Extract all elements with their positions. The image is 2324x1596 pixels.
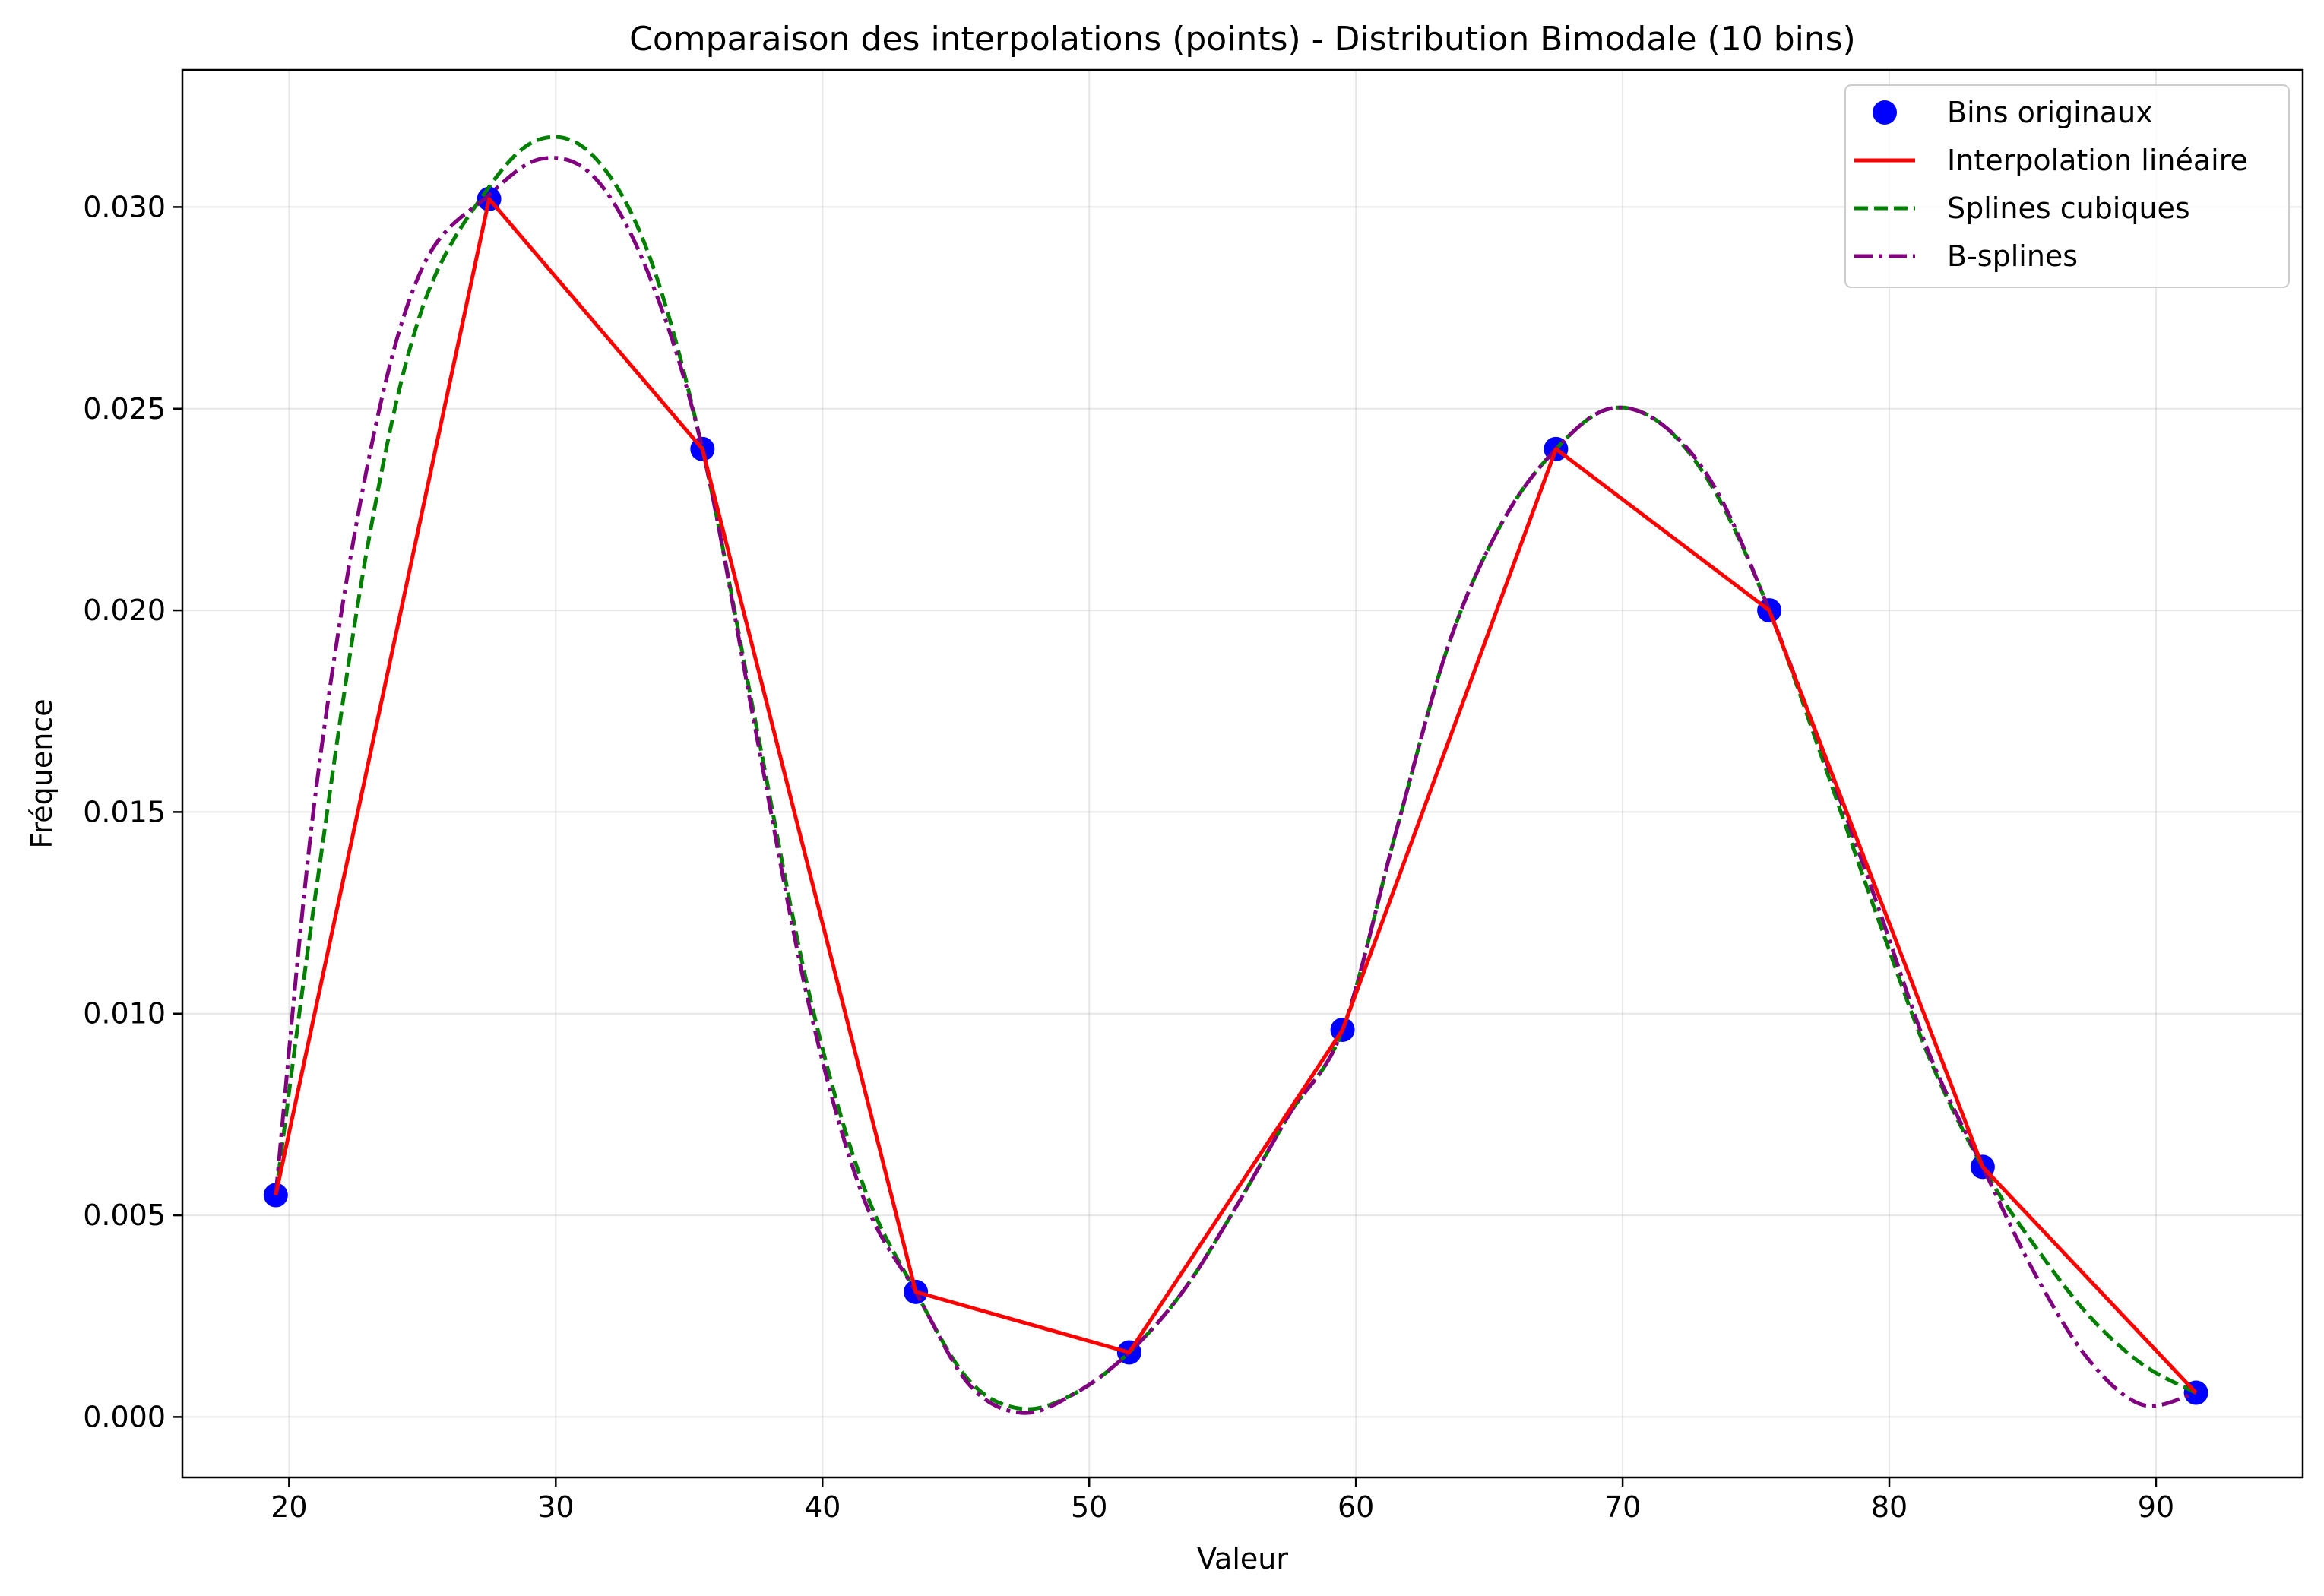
y-tick-label: 0.000 <box>83 1400 166 1433</box>
series-line-splines-cubiques <box>274 135 2197 1411</box>
x-tick-label: 60 <box>1338 1490 1374 1524</box>
x-tick-label: 20 <box>271 1490 307 1524</box>
legend-box <box>1844 84 2290 288</box>
y-axis-label: Fréquence <box>25 698 59 848</box>
series-layer <box>263 135 2208 1415</box>
y-tick-label: 0.020 <box>83 594 166 627</box>
y-tick-label: 0.025 <box>83 392 166 426</box>
series-line-b-splines <box>274 156 2197 1415</box>
x-tick-label: 80 <box>1871 1490 1908 1524</box>
y-tick-label: 0.005 <box>83 1199 166 1232</box>
legend-label-bins-originaux: Bins originaux <box>1947 96 2153 129</box>
data-point <box>263 1183 288 1208</box>
x-tick-label: 30 <box>537 1490 574 1524</box>
plot-frame <box>181 68 2304 1479</box>
y-tick-label: 0.015 <box>83 795 166 828</box>
legend-label-b-splines: B-splines <box>1947 239 2078 273</box>
legend-label-interpolation-lineaire: Interpolation linéaire <box>1947 144 2248 177</box>
y-tick-label: 0.030 <box>83 190 166 223</box>
grid-lines <box>182 70 2303 1477</box>
x-tick-label: 50 <box>1071 1490 1107 1524</box>
legend: Bins originaux Interpolation linéaire Spli… <box>1844 84 2290 288</box>
x-tick-label: 70 <box>1604 1490 1641 1524</box>
axis-ticks: 20 30 40 50 60 70 80 90 0.000 0.005 0.010 0.015 0.02… <box>83 190 2174 1524</box>
legend-marker-bins-originaux <box>1873 100 1897 125</box>
x-tick-label: 90 <box>2138 1490 2174 1524</box>
series-line-interpolation-lineaire <box>274 197 2198 1395</box>
x-tick-label: 40 <box>804 1490 841 1524</box>
x-axis-label: Valeur <box>1197 1542 1288 1575</box>
chart-title: Comparaison des interpolations (points) … <box>629 20 1856 59</box>
legend-label-splines-cubiques: Splines cubiques <box>1947 192 2190 225</box>
y-tick-label: 0.010 <box>83 997 166 1031</box>
